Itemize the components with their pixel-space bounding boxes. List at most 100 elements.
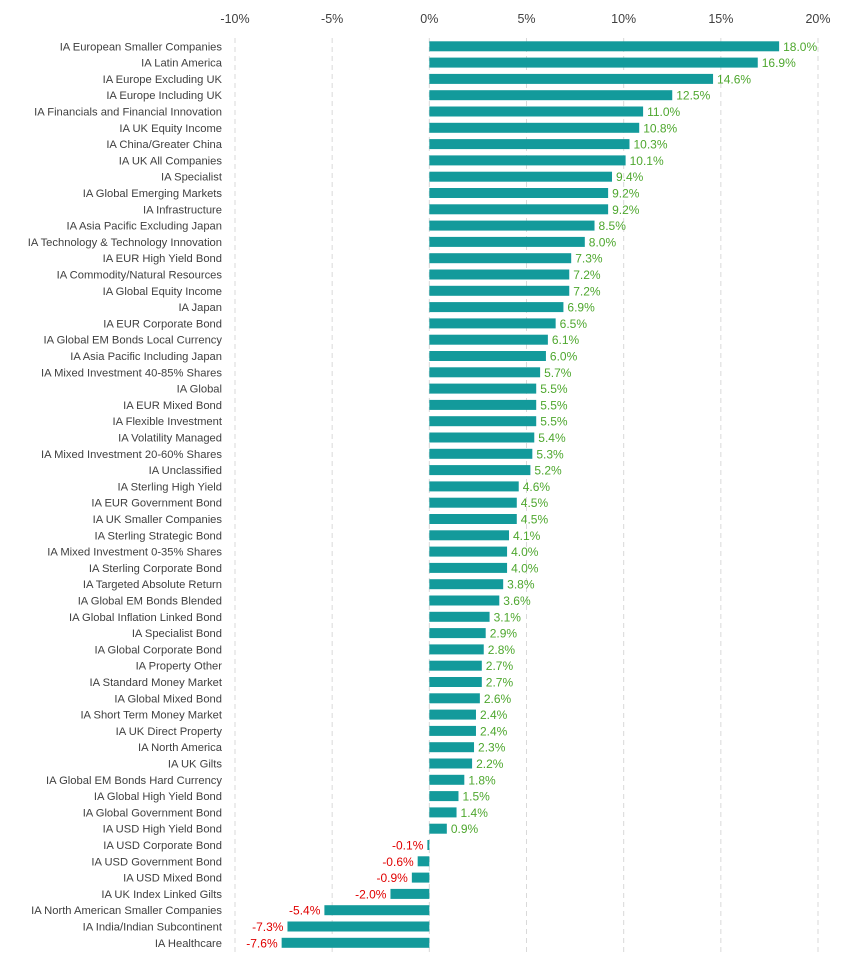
bar — [429, 90, 673, 101]
bar — [429, 269, 570, 280]
bar — [429, 807, 457, 818]
bar — [429, 204, 609, 215]
bar — [429, 41, 780, 52]
category-label: IA Global Mixed Bond — [114, 693, 222, 705]
bar — [429, 367, 541, 378]
value-label: 2.2% — [476, 757, 504, 771]
bar — [429, 628, 486, 639]
category-label: IA Specialist Bond — [132, 628, 222, 640]
value-label: 16.9% — [762, 56, 796, 70]
value-label: 2.8% — [488, 643, 516, 657]
value-label: 2.9% — [490, 627, 518, 641]
bar — [427, 840, 430, 850]
category-label: IA Global EM Bonds Hard Currency — [46, 775, 222, 787]
value-label: 5.5% — [540, 398, 568, 412]
bar — [429, 774, 465, 785]
bar — [417, 856, 430, 867]
value-label: 6.5% — [560, 317, 588, 331]
value-label: 1.5% — [462, 790, 490, 804]
category-label: IA Property Other — [136, 661, 223, 673]
value-label: -0.9% — [376, 871, 408, 885]
value-label: 8.0% — [589, 235, 617, 249]
x-tick-label: 15% — [708, 12, 733, 26]
category-label: IA EUR Mixed Bond — [123, 400, 222, 412]
bar — [429, 791, 459, 802]
bar — [429, 302, 564, 313]
bar — [429, 823, 447, 834]
value-label: 9.2% — [612, 187, 640, 201]
category-label: IA USD Corporate Bond — [103, 840, 222, 852]
bar — [429, 481, 519, 492]
value-label: 2.7% — [486, 659, 514, 673]
value-label: 3.6% — [503, 594, 531, 608]
category-label: IA Technology & Technology Innovation — [28, 237, 222, 249]
value-label: 3.8% — [507, 578, 535, 592]
value-label: 4.0% — [511, 545, 539, 559]
category-label: IA Global EM Bonds Local Currency — [44, 335, 223, 347]
category-label: IA Unclassified — [149, 465, 222, 477]
x-tick-label: -5% — [321, 12, 343, 26]
category-label: IA Infrastructure — [143, 204, 222, 216]
category-label: IA UK All Companies — [119, 155, 223, 167]
category-label: IA UK Equity Income — [119, 123, 222, 135]
category-label: IA Healthcare — [155, 938, 222, 950]
category-label: IA European Smaller Companies — [60, 41, 223, 53]
bar — [429, 236, 585, 247]
bar — [429, 432, 535, 443]
bar — [429, 171, 613, 182]
value-label: 2.6% — [484, 692, 512, 706]
bar — [429, 579, 504, 590]
bar — [429, 677, 482, 687]
category-label: IA Specialist — [161, 172, 223, 184]
category-label: IA Europe Including UK — [106, 90, 222, 102]
value-label: 1.4% — [461, 806, 489, 820]
value-label: 6.0% — [550, 350, 578, 364]
value-label: 2.7% — [486, 676, 514, 690]
category-label: IA USD Mixed Bond — [123, 873, 222, 885]
category-label: IA UK Direct Property — [116, 726, 223, 738]
category-label: IA USD High Yield Bond — [103, 824, 222, 836]
value-label: 4.5% — [521, 513, 549, 527]
value-label: 5.7% — [544, 366, 572, 380]
category-label: IA UK Index Linked Gilts — [101, 889, 222, 901]
category-label: IA Volatility Managed — [118, 433, 222, 445]
category-label: IA Mixed Investment 0-35% Shares — [47, 547, 222, 559]
category-label: IA Targeted Absolute Return — [83, 579, 222, 591]
bar — [429, 383, 537, 394]
category-label: IA EUR High Yield Bond — [103, 253, 222, 265]
bars — [281, 41, 780, 948]
category-label: IA Sterling Corporate Bond — [89, 563, 222, 575]
value-label: 4.0% — [511, 561, 539, 575]
bar — [429, 73, 714, 84]
value-label: 0.9% — [451, 822, 479, 836]
value-label: 6.9% — [567, 301, 595, 315]
value-label: -7.3% — [252, 920, 284, 934]
category-label: IA Europe Excluding UK — [103, 74, 223, 86]
bar — [429, 709, 476, 720]
bar — [429, 660, 482, 671]
bar — [429, 155, 626, 166]
category-label: IA Global Inflation Linked Bond — [69, 612, 222, 624]
category-label: IA North American Smaller Companies — [31, 905, 222, 917]
bar — [429, 448, 533, 459]
bar — [429, 285, 570, 296]
category-label: IA Short Term Money Market — [80, 710, 222, 722]
value-label: -7.6% — [246, 936, 278, 950]
value-label: -0.1% — [392, 839, 424, 853]
bar — [324, 905, 430, 916]
category-label: IA Global EM Bonds Blended — [78, 596, 222, 608]
bar — [429, 725, 476, 736]
x-tick-label: -10% — [220, 12, 249, 26]
bar — [411, 872, 430, 883]
category-labels: IA European Smaller Companies IA Latin Am… — [28, 41, 223, 950]
bar — [429, 416, 537, 427]
value-label: -0.6% — [382, 855, 414, 869]
value-label: 6.1% — [552, 333, 580, 347]
value-label: 7.2% — [573, 268, 601, 282]
category-label: IA Global Emerging Markets — [83, 188, 223, 200]
bar — [429, 334, 548, 345]
category-label: IA Sterling Strategic Bond — [95, 530, 223, 542]
bar — [429, 351, 546, 361]
bar — [287, 921, 430, 932]
